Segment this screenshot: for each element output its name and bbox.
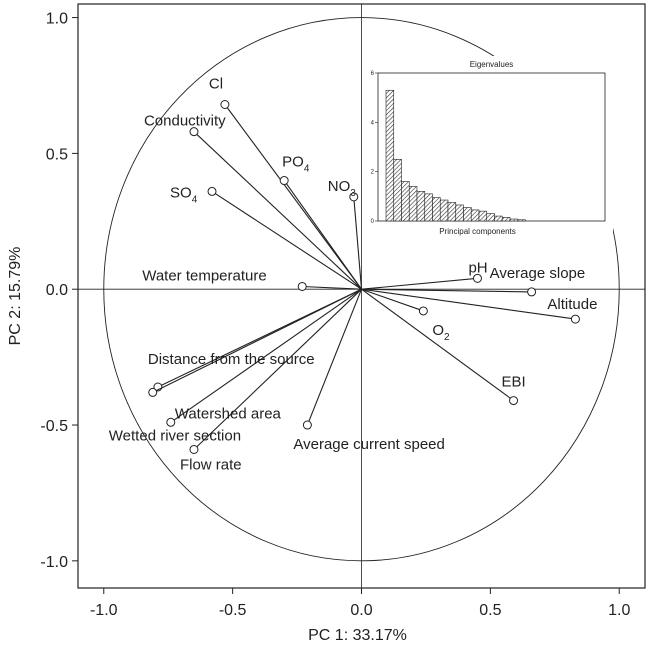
eigenvalue-bar-3: [401, 181, 410, 222]
loading-vector-wetted-river-section: [170, 288, 362, 423]
inset-y-tick-label: 0: [371, 219, 375, 225]
eigenvalue-bar-10: [455, 204, 464, 222]
eigenvalue-bar-16: [501, 217, 511, 222]
loading-vector-ph: [361, 277, 478, 290]
y-tick-label: 1.0: [46, 11, 68, 28]
eigenvalue-bar-7: [432, 197, 441, 222]
eigenvalue-bar-14: [486, 213, 495, 222]
eigenvalue-bar-15: [494, 215, 503, 222]
unit-circle: [103, 17, 620, 562]
variable-label-water-temperature: Water temperature: [142, 267, 266, 284]
variable-label-conductivity: Conductivity: [144, 113, 226, 130]
loading-point-water-temperature: [297, 281, 307, 291]
eigenvalue-bar-12: [470, 209, 480, 222]
loading-vector-ebi: [361, 288, 514, 402]
loading-point-watershed-area: [148, 387, 158, 397]
loading-vector-o2: [361, 288, 424, 312]
loading-vector-po4: [283, 180, 362, 290]
variable-label-average-current-speed: Average current speed: [293, 436, 445, 453]
loading-vector-watershed-area: [152, 288, 362, 393]
loading-point-wetted-river-section: [166, 417, 176, 427]
main-plot-area: -1.0 -0.5 0.0 0.5 1.0 -1.0 -0.5 0.0 0.5 1.0 PC 1: …: [7, 3, 646, 644]
eigenvalue-bar-11: [463, 207, 472, 222]
variable-label-no3: NO3: [328, 178, 357, 199]
eigenvalue-bar-2: [393, 159, 402, 222]
inset-x-axis-title: Principal components: [439, 227, 515, 236]
inset-y-tick-label: 4: [371, 120, 375, 126]
loading-point-average-current-speed: [302, 420, 312, 430]
eigenvalue-bar-8: [439, 199, 449, 222]
x-tick-label: 0.0: [350, 602, 372, 619]
variable-label-so4: SO4: [170, 184, 198, 205]
variable-label-po4: PO4: [282, 154, 310, 175]
eigenvalues-inset: Eigenvalues Principal components 0 2 4 6: [371, 56, 613, 242]
loading-point-conductivity: [189, 127, 199, 137]
x-tick-label: -0.5: [219, 602, 247, 619]
x-axis-title: PC 1: 33.17%: [308, 627, 407, 644]
eigenvalue-bar-18: [517, 219, 526, 222]
loading-point-so4: [207, 186, 217, 196]
eigenvalue-bar-17: [509, 218, 519, 222]
eigenvalue-bar-4: [408, 186, 418, 222]
eigenvalue-bar-6: [424, 193, 433, 222]
loading-vector-cl: [224, 104, 362, 290]
loading-point-ph: [472, 273, 482, 283]
variable-label-flow-rate: Flow rate: [180, 456, 242, 473]
variable-label-average-slope: Average slope: [490, 265, 586, 282]
variable-label-distance-from-the-source: Distance from the source: [148, 351, 315, 368]
loading-vector-average-slope: [361, 288, 532, 293]
eigenvalue-bar-9: [447, 202, 457, 222]
variable-label-altitude: Altitude: [547, 296, 597, 313]
variable-label-cl: Cl: [209, 76, 223, 93]
y-axis-title: PC 2: 15.79%: [7, 247, 24, 346]
eigenvalue-bar-13: [478, 210, 488, 222]
inset-title: Eigenvalues: [470, 60, 514, 69]
variable-label-wetted-river-section: Wetted river section: [109, 427, 241, 444]
loading-vector-altitude: [361, 288, 576, 320]
loading-vector-so4: [211, 190, 362, 290]
loading-point-no3: [349, 192, 359, 202]
y-tick-label: 0.0: [46, 282, 68, 299]
loading-vector-flow-rate: [193, 288, 362, 450]
loading-vector-water-temperature: [302, 285, 362, 290]
loading-point-o2: [418, 306, 428, 316]
loading-point-po4: [279, 176, 289, 186]
inset-y-tick-label: 2: [371, 170, 375, 176]
x-tick-label: 1.0: [608, 602, 630, 619]
variable-label-ebi: EBI: [502, 374, 526, 391]
inset-y-tick-label: 6: [371, 71, 375, 77]
loading-point-ebi: [509, 396, 519, 406]
loading-point-average-slope: [527, 287, 537, 297]
variable-label-ph: pH: [468, 259, 487, 276]
x-tick-label: 0.5: [479, 602, 501, 619]
loading-vector-average-current-speed: [306, 289, 363, 426]
y-tick-label: 0.5: [46, 146, 68, 163]
eigenvalue-bar-1: [385, 89, 395, 222]
loading-point-flow-rate: [189, 444, 199, 454]
loading-point-altitude: [570, 314, 580, 324]
y-tick-label: -1.0: [40, 554, 68, 571]
variable-label-o2: O2: [432, 322, 450, 343]
loading-vector-no3: [353, 196, 363, 290]
variable-label-watershed-area: Watershed area: [175, 405, 282, 422]
loading-vector-conductivity: [193, 131, 362, 290]
eigenvalue-bar-5: [416, 191, 426, 222]
loading-point-cl: [220, 100, 230, 110]
x-tick-label: -1.0: [90, 602, 118, 619]
y-tick-label: -0.5: [40, 418, 68, 435]
